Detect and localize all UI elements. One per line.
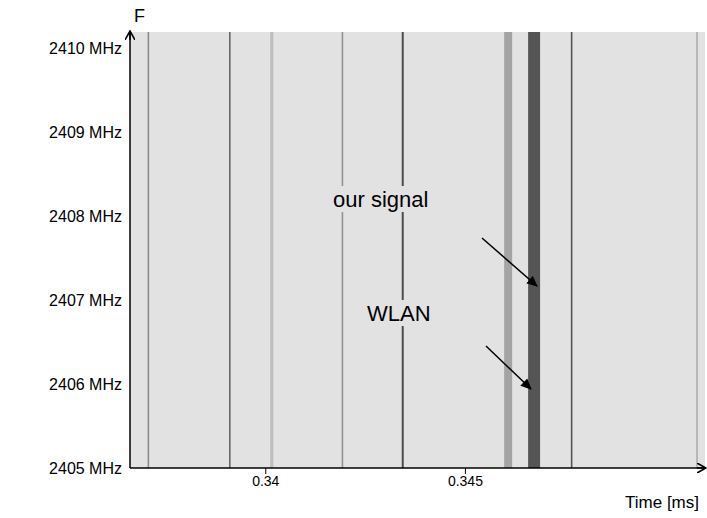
svg-text:2409 MHz: 2409 MHz (49, 124, 122, 141)
svg-text:F: F (134, 6, 145, 26)
svg-text:2410 MHz: 2410 MHz (49, 40, 122, 57)
svg-text:0.345: 0.345 (448, 473, 483, 489)
svg-text:Time [ms]: Time [ms] (625, 493, 699, 512)
svg-text:2405 MHz: 2405 MHz (49, 460, 122, 477)
svg-text:2408 MHz: 2408 MHz (49, 208, 122, 225)
svg-text:0.34: 0.34 (252, 473, 279, 489)
svg-text:WLAN: WLAN (367, 301, 431, 326)
svg-text:2406 MHz: 2406 MHz (49, 376, 122, 393)
svg-text:our signal: our signal (333, 187, 428, 212)
svg-text:2407 MHz: 2407 MHz (49, 292, 122, 309)
